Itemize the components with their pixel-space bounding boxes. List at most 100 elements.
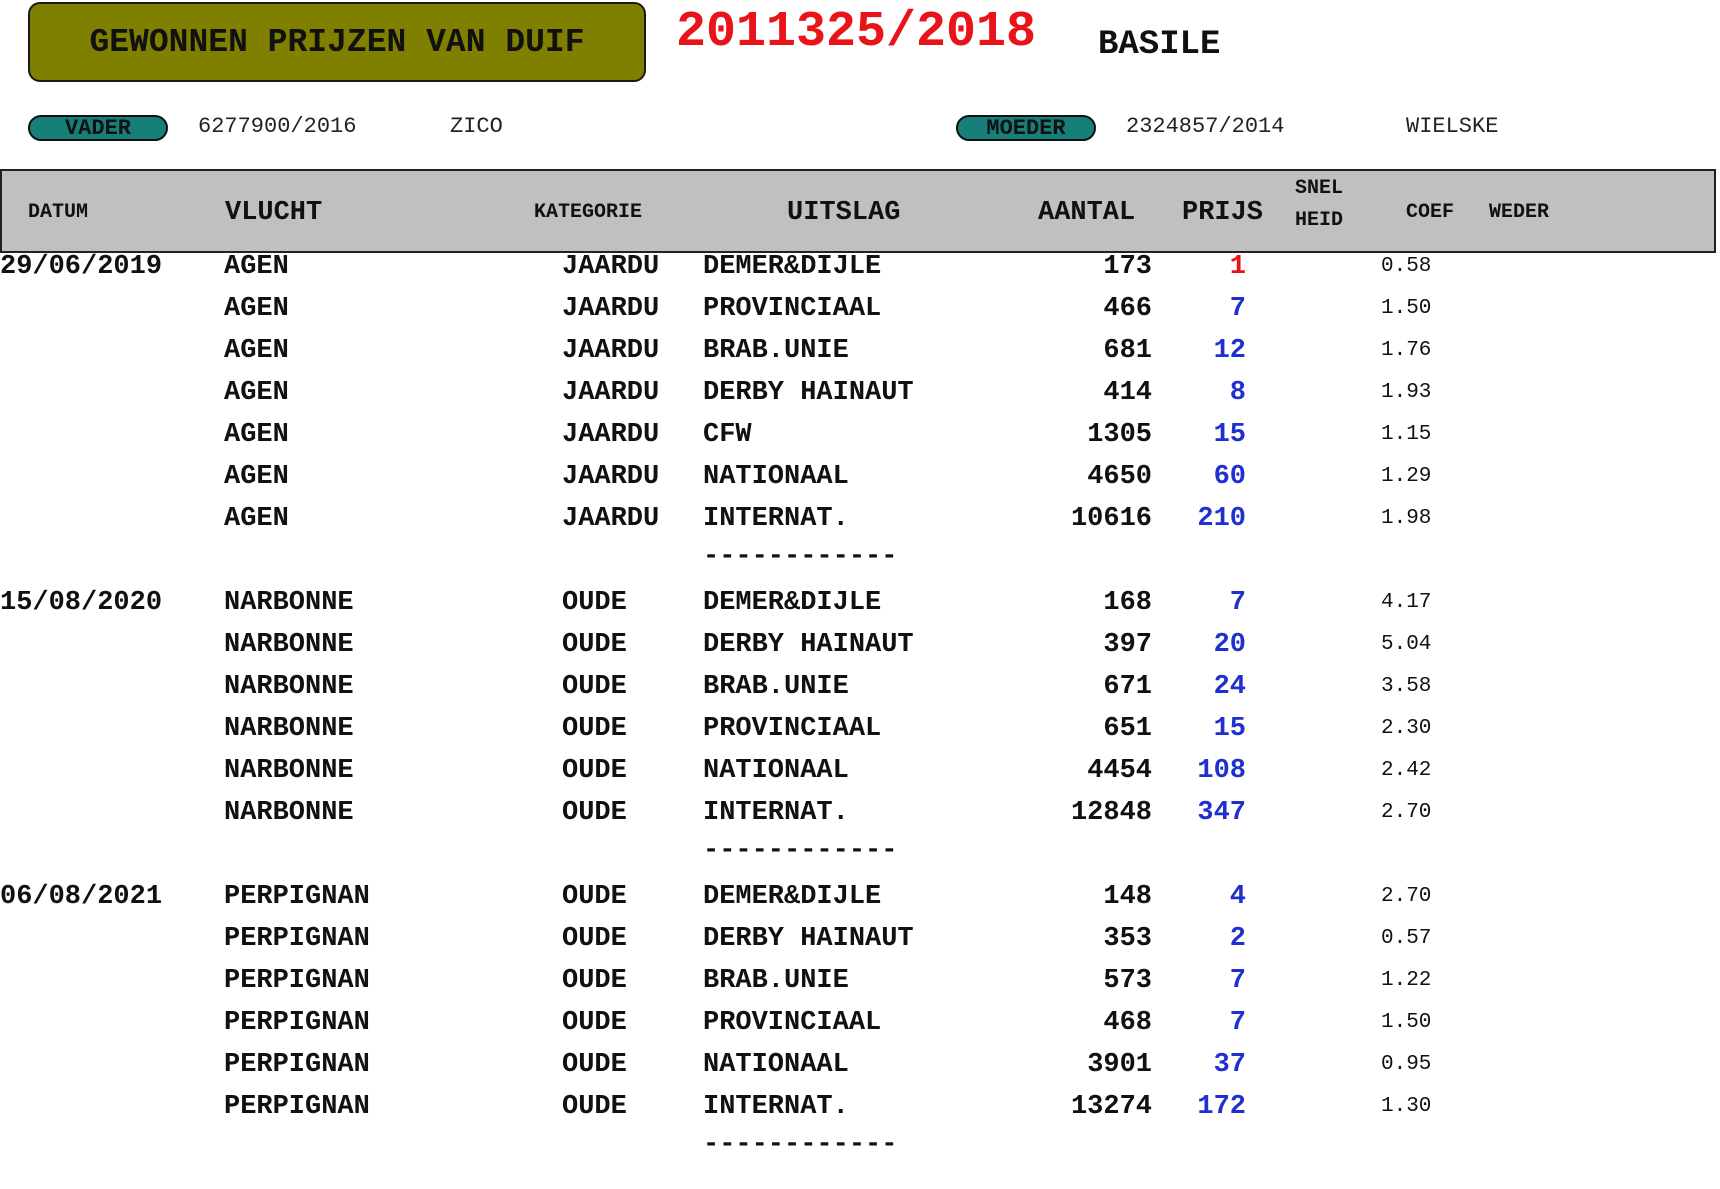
cell-prijs: 7 — [1229, 588, 1246, 618]
cell-aantal: 466 — [1103, 294, 1152, 324]
cell-kategorie: JAARDU — [562, 420, 660, 450]
group-separator: ------------ — [703, 836, 898, 866]
cell-vlucht: NARBONNE — [224, 798, 354, 828]
cell-prijs: 12 — [1213, 336, 1246, 366]
cell-kategorie: JAARDU — [562, 294, 660, 324]
cell-vlucht: AGEN — [224, 462, 289, 492]
cell-uitslag: DERBY HAINAUT — [703, 630, 914, 660]
cell-uitslag: PROVINCIAAL — [703, 714, 882, 744]
vader-ring: 6277900/2016 — [198, 114, 357, 139]
group-separator: ------------ — [703, 542, 898, 572]
col-snel: SNEL — [1295, 177, 1344, 200]
cell-vlucht: AGEN — [224, 336, 289, 366]
cell-coef: 0.95 — [1381, 1053, 1432, 1076]
col-vlucht: VLUCHT — [225, 198, 323, 228]
cell-prijs: 4 — [1229, 882, 1246, 912]
cell-coef: 1.50 — [1381, 297, 1432, 320]
cell-aantal: 671 — [1103, 672, 1152, 702]
cell-vlucht: PERPIGNAN — [224, 1008, 370, 1038]
table-row: NARBONNE OUDE INTERNAT. 12848 347 2.70 — [0, 798, 1716, 840]
cell-uitslag: DEMER&DIJLE — [703, 882, 882, 912]
cell-prijs: 20 — [1213, 630, 1246, 660]
col-uitslag: UITSLAG — [787, 198, 901, 228]
cell-uitslag: DEMER&DIJLE — [703, 252, 882, 282]
cell-aantal: 13274 — [1070, 1092, 1152, 1122]
cell-vlucht: PERPIGNAN — [224, 966, 370, 996]
cell-coef: 3.58 — [1381, 675, 1432, 698]
cell-vlucht: PERPIGNAN — [224, 1050, 370, 1080]
cell-kategorie: JAARDU — [562, 378, 660, 408]
cell-kategorie: OUDE — [562, 1008, 627, 1038]
cell-vlucht: AGEN — [224, 294, 289, 324]
cell-coef: 2.70 — [1381, 885, 1432, 908]
cell-uitslag: DEMER&DIJLE — [703, 588, 882, 618]
cell-aantal: 681 — [1103, 336, 1152, 366]
cell-uitslag: INTERNAT. — [703, 504, 849, 534]
pigeon-name: BASILE — [1098, 26, 1221, 64]
table-row: AGEN JAARDU INTERNAT. 10616 210 1.98 — [0, 504, 1716, 546]
vader-badge: VADER — [28, 115, 168, 141]
cell-prijs: 210 — [1197, 504, 1246, 534]
col-prijs: PRIJS — [1182, 198, 1264, 228]
cell-coef: 2.70 — [1381, 801, 1432, 824]
cell-coef: 1.22 — [1381, 969, 1432, 992]
cell-prijs: 7 — [1229, 1008, 1246, 1038]
cell-uitslag: BRAB.UNIE — [703, 336, 849, 366]
cell-aantal: 651 — [1103, 714, 1152, 744]
cell-uitslag: INTERNAT. — [703, 1092, 849, 1122]
cell-kategorie: OUDE — [562, 630, 627, 660]
table-row: NARBONNE OUDE BRAB.UNIE 671 24 3.58 — [0, 672, 1716, 714]
cell-vlucht: NARBONNE — [224, 714, 354, 744]
table-row: AGEN JAARDU DERBY HAINAUT 414 8 1.93 — [0, 378, 1716, 420]
group-separator: ------------ — [703, 1130, 898, 1160]
cell-prijs: 7 — [1229, 294, 1246, 324]
cell-vlucht: AGEN — [224, 252, 289, 282]
cell-datum: 06/08/2021 — [0, 882, 163, 912]
cell-kategorie: JAARDU — [562, 252, 660, 282]
col-weder: WEDER — [1489, 201, 1550, 224]
cell-coef: 5.04 — [1381, 633, 1432, 656]
cell-coef: 1.29 — [1381, 465, 1432, 488]
cell-uitslag: NATIONAAL — [703, 756, 849, 786]
cell-kategorie: OUDE — [562, 966, 627, 996]
cell-kategorie: OUDE — [562, 714, 627, 744]
moeder-label: MOEDER — [986, 115, 1066, 141]
cell-coef: 2.30 — [1381, 717, 1432, 740]
cell-vlucht: NARBONNE — [224, 630, 354, 660]
cell-prijs: 24 — [1213, 672, 1246, 702]
vader-name: ZICO — [450, 114, 503, 139]
cell-uitslag: PROVINCIAAL — [703, 1008, 882, 1038]
table-row: NARBONNE OUDE DERBY HAINAUT 397 20 5.04 — [0, 630, 1716, 672]
cell-vlucht: AGEN — [224, 504, 289, 534]
cell-prijs: 1 — [1229, 252, 1246, 282]
pigeon-ring-number: 2011325/2018 — [676, 4, 1037, 61]
cell-vlucht: NARBONNE — [224, 756, 354, 786]
table-row: PERPIGNAN OUDE PROVINCIAAL 468 7 1.50 — [0, 1008, 1716, 1050]
cell-kategorie: OUDE — [562, 1092, 627, 1122]
cell-aantal: 10616 — [1070, 504, 1152, 534]
col-aantal: AANTAL — [1038, 198, 1136, 228]
cell-coef: 1.50 — [1381, 1011, 1432, 1034]
cell-datum: 29/06/2019 — [0, 252, 163, 282]
table-row: PERPIGNAN OUDE NATIONAAL 3901 37 0.95 — [0, 1050, 1716, 1092]
vader-label: VADER — [64, 115, 131, 141]
cell-kategorie: OUDE — [562, 588, 627, 618]
cell-aantal: 3901 — [1087, 1050, 1152, 1080]
cell-prijs: 60 — [1213, 462, 1246, 492]
cell-kategorie: OUDE — [562, 798, 627, 828]
table-row: AGEN JAARDU CFW 1305 15 1.15 — [0, 420, 1716, 462]
cell-coef: 1.15 — [1381, 423, 1432, 446]
cell-coef: 2.42 — [1381, 759, 1432, 782]
cell-uitslag: CFW — [703, 420, 752, 450]
cell-aantal: 353 — [1103, 924, 1152, 954]
table-row: NARBONNE OUDE PROVINCIAAL 651 15 2.30 — [0, 714, 1716, 756]
cell-aantal: 4454 — [1087, 756, 1152, 786]
cell-aantal: 573 — [1103, 966, 1152, 996]
cell-kategorie: OUDE — [562, 672, 627, 702]
page-title: GEWONNEN PRIJZEN VAN DUIF — [89, 23, 585, 61]
cell-vlucht: PERPIGNAN — [224, 1092, 370, 1122]
table-row: NARBONNE OUDE NATIONAAL 4454 108 2.42 — [0, 756, 1716, 798]
cell-prijs: 37 — [1213, 1050, 1246, 1080]
table-row: PERPIGNAN OUDE INTERNAT. 13274 172 1.30 — [0, 1092, 1716, 1134]
page-title-box: GEWONNEN PRIJZEN VAN DUIF — [28, 2, 646, 82]
